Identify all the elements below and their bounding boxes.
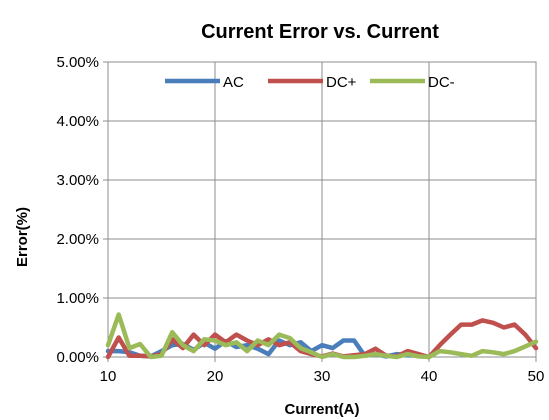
y-axis-title: Error(%) [14,207,31,267]
series-line-dc-minus [105,312,539,360]
x-tick-label: 20 [207,368,224,385]
y-tick-label: 3.00% [56,172,99,189]
legend: AC DC+ DC- [165,74,455,91]
y-tick-label: 0.00% [56,349,99,366]
legend-label: DC+ [326,74,357,91]
y-tick-label: 1.00% [56,290,99,307]
x-tick-label: 30 [314,368,331,385]
tick-labels: 0.00% 1.00% 2.00% 3.00% 4.00% 5.00% 10 20 30 40 50 [56,54,544,385]
x-tick-label: 10 [100,368,117,385]
chart-title: Current Error vs. Current [201,21,439,43]
x-tick-label: 50 [528,368,545,385]
series-lines [105,312,539,360]
x-axis-title: Current(A) [285,401,360,418]
x-tick-label: 40 [421,368,438,385]
gridlines [103,61,537,362]
y-tick-label: 5.00% [56,54,99,71]
y-tick-label: 2.00% [56,231,99,248]
legend-label: DC- [428,74,455,91]
legend-label: AC [223,74,244,91]
y-tick-label: 4.00% [56,113,99,130]
